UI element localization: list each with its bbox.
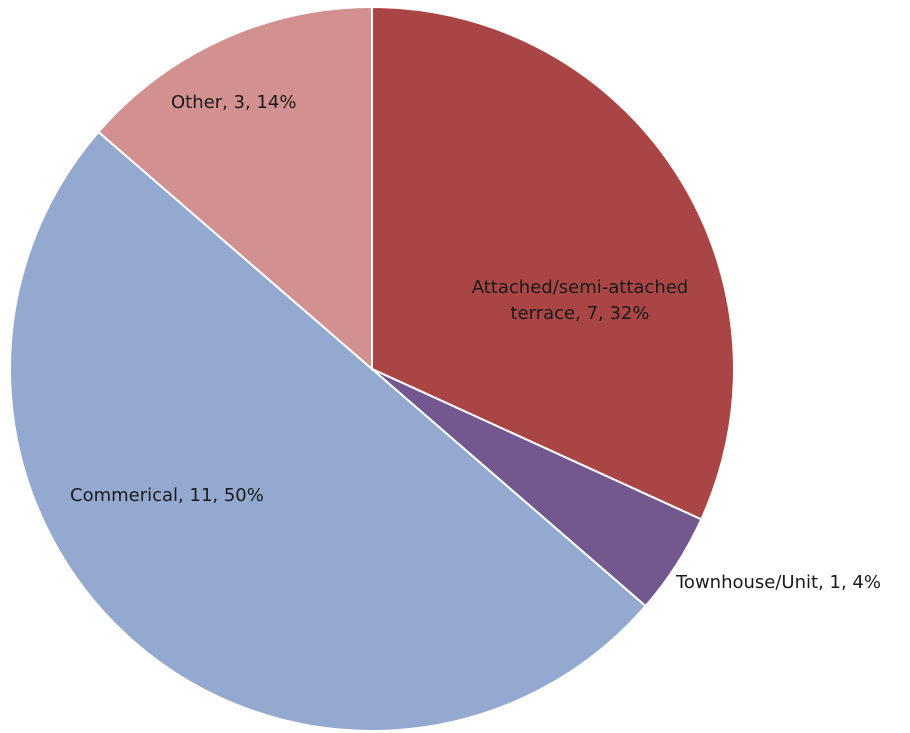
pie-slice-other (97, 5, 373, 372)
pie-slice-commerical-label: Commerical, 11, 50% (70, 485, 264, 506)
pie-slice-townhouse-unit-label: Townhouse/Unit, 1, 4% (675, 572, 881, 593)
pie-slice-attached-semi-attached-terrace (371, 5, 735, 521)
slices-layer (9, 5, 735, 732)
pie-slice-other-label-line: Other, 3, 14% (171, 92, 296, 113)
pie-slice-commerical (9, 130, 647, 732)
pie-slice-attached-semi-attached-terrace-label-line: terrace, 7, 32% (511, 303, 650, 324)
pie-slice-townhouse-unit-label-line: Townhouse/Unit, 1, 4% (675, 572, 881, 593)
labels-layer: Attached/semi-attached terrace, 7, 32% Tow… (70, 92, 881, 593)
pie-slice-attached-semi-attached-terrace-label-line: Attached/semi-attached (472, 277, 688, 298)
pie-slice-commerical-label-line: Commerical, 11, 50% (70, 485, 264, 506)
pie-slice-other-label: Other, 3, 14% (171, 92, 296, 113)
pie-slice-attached-semi-attached-terrace-label: Attached/semi-attached terrace, 7, 32% (472, 277, 688, 324)
